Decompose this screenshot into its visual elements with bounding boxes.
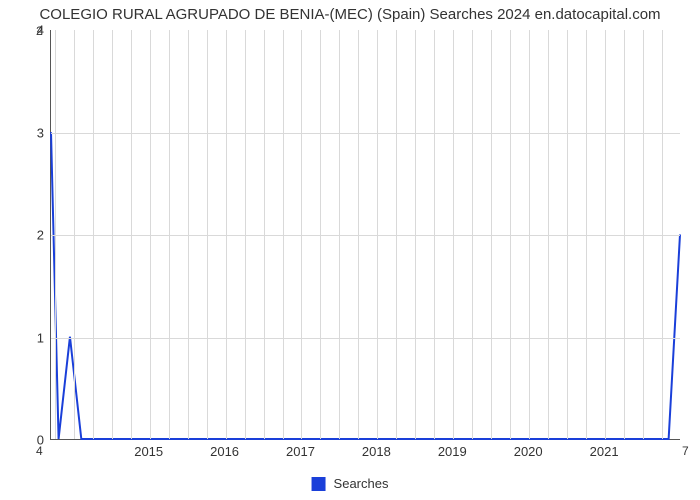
x-tick-label: 2021 <box>590 444 619 459</box>
legend: Searches <box>312 476 389 491</box>
chart-title: COLEGIO RURAL AGRUPADO DE BENIA-(MEC) (S… <box>0 6 700 23</box>
corner-label-bottom-right: 7 <box>682 444 689 458</box>
legend-swatch <box>312 477 326 491</box>
gridline-horizontal <box>51 133 680 134</box>
y-tick-label: 0 <box>4 433 44 448</box>
x-tick-label: 2016 <box>210 444 239 459</box>
x-tick-label: 2015 <box>134 444 163 459</box>
gridline-horizontal <box>51 338 680 339</box>
x-tick-label: 2017 <box>286 444 315 459</box>
gridline-horizontal <box>51 235 680 236</box>
y-tick-label: 3 <box>4 125 44 140</box>
y-tick-label: 1 <box>4 330 44 345</box>
chart-container: COLEGIO RURAL AGRUPADO DE BENIA-(MEC) (S… <box>0 0 700 500</box>
y-tick-label: 4 <box>4 23 44 38</box>
y-tick-label: 2 <box>4 228 44 243</box>
x-tick-label: 2020 <box>514 444 543 459</box>
plot-area <box>50 30 680 440</box>
x-tick-label: 2019 <box>438 444 467 459</box>
legend-label: Searches <box>334 476 389 491</box>
x-tick-label: 2018 <box>362 444 391 459</box>
